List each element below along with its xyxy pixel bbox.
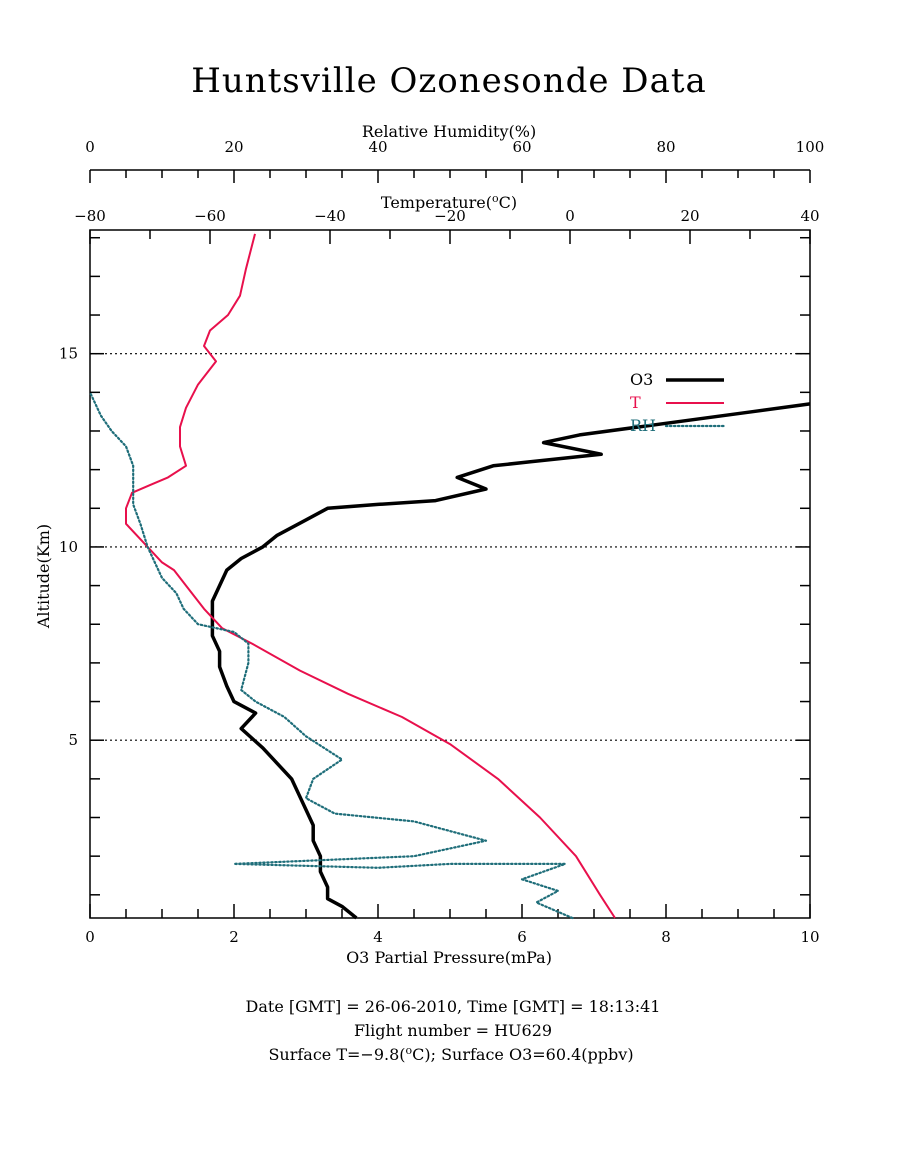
o3-tick-label: 8 bbox=[661, 928, 671, 946]
series-t-line bbox=[125, 233, 616, 919]
rh-tick-label: 80 bbox=[656, 138, 675, 156]
o3-tick-label: 2 bbox=[229, 928, 239, 946]
plot-frame bbox=[89, 229, 811, 919]
temp-tick-label: 0 bbox=[565, 207, 575, 225]
series-o3-line bbox=[210, 402, 811, 920]
rh-axis-label: Relative Humidity(%) bbox=[362, 122, 536, 141]
temp-axis-label: Temperature(oC) bbox=[381, 192, 517, 212]
alt-tick-label: 5 bbox=[68, 731, 78, 749]
o3-tick-label: 4 bbox=[373, 928, 383, 946]
alt-tick-label: 15 bbox=[59, 345, 78, 363]
o3-tick-label: 6 bbox=[517, 928, 527, 946]
legend-label-t: T bbox=[630, 393, 641, 412]
rh-tick-label: 60 bbox=[512, 138, 531, 156]
altitude-axis-label: Altitude(Km) bbox=[34, 524, 53, 629]
footer-date-time: Date [GMT] = 26-06-2010, Time [GMT] = 18… bbox=[246, 997, 661, 1016]
o3-tick-label: 0 bbox=[85, 928, 95, 946]
temp-tick-label: 40 bbox=[800, 207, 819, 225]
footer-flight-number: Flight number = HU629 bbox=[354, 1021, 552, 1040]
axes-layer: 5 10 15 0 2 4 6 8 10 −80 −60 −40 −20 0 20 40 0 20 40 60 80 10… bbox=[59, 138, 824, 946]
legend-label-o3: O3 bbox=[630, 370, 653, 389]
temp-tick-label: −20 bbox=[434, 207, 466, 225]
temp-tick-label: −80 bbox=[74, 207, 106, 225]
rh-tick-label: 40 bbox=[368, 138, 387, 156]
temp-tick-label: −40 bbox=[314, 207, 346, 225]
footer-surface-values: Surface T=−9.8(oC); Surface O3=60.4(ppbv… bbox=[268, 1044, 633, 1064]
o3-axis-label: O3 Partial Pressure(mPa) bbox=[346, 948, 552, 967]
legend: O3 T RH bbox=[630, 370, 726, 435]
series-layer bbox=[88, 233, 811, 920]
temp-tick-label: −60 bbox=[194, 207, 226, 225]
legend-label-rh: RH bbox=[630, 416, 656, 435]
series-rh-line bbox=[88, 391, 574, 920]
chart-title: Huntsville Ozonesonde Data bbox=[191, 61, 707, 101]
grid-layer bbox=[90, 353, 810, 741]
rh-tick-label: 0 bbox=[85, 138, 95, 156]
temp-tick-label: 20 bbox=[680, 207, 699, 225]
o3-tick-label: 10 bbox=[800, 928, 819, 946]
rh-tick-label: 100 bbox=[796, 138, 825, 156]
alt-tick-label: 10 bbox=[59, 538, 78, 556]
rh-tick-label: 20 bbox=[224, 138, 243, 156]
